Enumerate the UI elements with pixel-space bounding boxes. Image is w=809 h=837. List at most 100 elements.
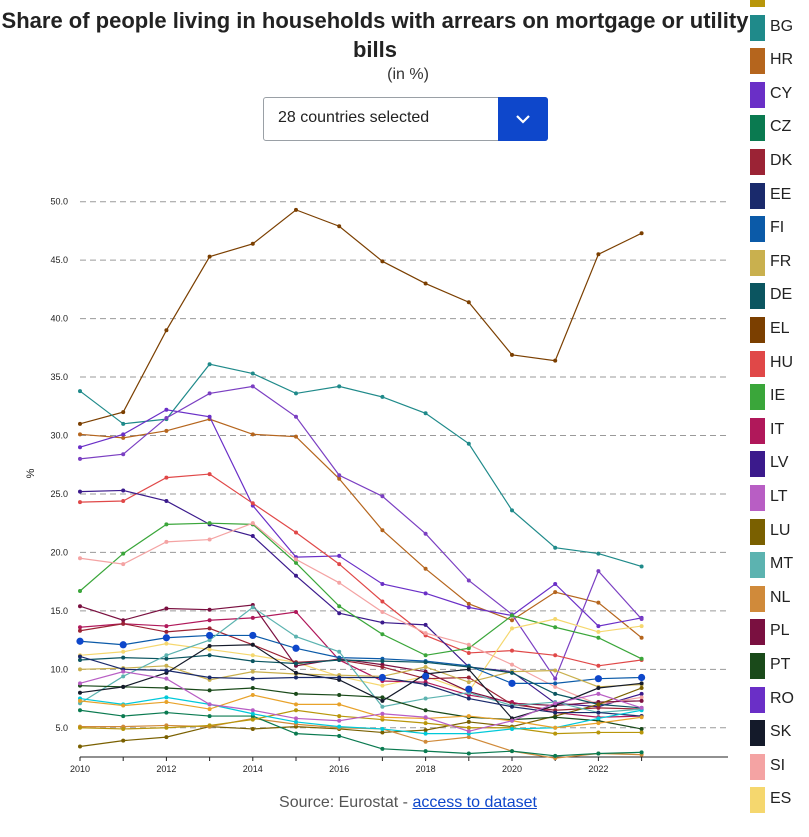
legend-item[interactable] — [748, 0, 809, 7]
legend-item[interactable]: RO — [748, 686, 809, 713]
data-point — [207, 714, 212, 719]
legend-swatch — [750, 653, 765, 679]
data-point — [207, 521, 212, 526]
dataset-link[interactable]: access to dataset — [412, 794, 537, 811]
data-point — [249, 631, 257, 640]
data-point — [380, 711, 385, 716]
legend-label: HR — [770, 51, 794, 69]
data-point — [553, 676, 558, 681]
legend-item[interactable]: ES — [748, 787, 809, 814]
data-point — [423, 739, 428, 744]
legend-swatch — [750, 149, 765, 175]
data-point — [78, 500, 82, 505]
legend-item[interactable]: FI — [748, 216, 809, 243]
legend-item[interactable]: MT — [748, 552, 809, 579]
data-point — [466, 646, 471, 651]
legend-item[interactable]: BG — [748, 14, 809, 41]
data-point — [337, 675, 342, 680]
data-point — [553, 684, 558, 689]
legend-label: PL — [770, 622, 790, 640]
data-point — [466, 650, 471, 655]
legend-item[interactable]: CY — [748, 81, 809, 108]
data-point — [466, 735, 471, 740]
legend-swatch — [750, 317, 765, 343]
data-point — [294, 434, 298, 439]
legend-item[interactable]: PL — [748, 619, 809, 646]
data-point — [380, 259, 385, 264]
data-point — [250, 501, 255, 506]
data-point — [378, 673, 386, 682]
data-point — [596, 624, 601, 629]
data-point — [164, 686, 169, 691]
legend-label: NL — [770, 588, 791, 606]
legend-swatch — [750, 249, 765, 276]
legend-item[interactable]: EE — [748, 182, 809, 209]
data-point — [639, 231, 644, 236]
data-point — [164, 606, 169, 611]
data-point — [207, 638, 212, 643]
data-point — [510, 704, 514, 709]
y-tick-label: 35.0 — [50, 372, 68, 382]
legend-item[interactable]: DE — [748, 283, 809, 310]
legend-item[interactable]: FR — [748, 249, 809, 276]
legend-item[interactable]: IE — [748, 384, 809, 411]
legend-label: RO — [770, 689, 794, 707]
data-point — [164, 428, 169, 433]
y-tick-label: 25.0 — [50, 489, 68, 499]
data-point — [466, 751, 471, 756]
data-point — [250, 521, 255, 526]
data-point — [337, 714, 342, 719]
legend-item[interactable]: DK — [748, 149, 809, 175]
data-point — [294, 719, 298, 724]
legend-item[interactable]: IT — [748, 417, 809, 444]
series-line — [79, 696, 642, 735]
data-point — [639, 635, 644, 640]
data-point — [596, 252, 601, 257]
data-point — [510, 626, 514, 631]
legend-swatch — [750, 720, 765, 747]
legend-item[interactable]: LT — [748, 485, 809, 511]
data-point — [466, 696, 471, 701]
data-point — [380, 695, 385, 700]
data-point — [596, 705, 601, 710]
y-tick-label: 20.0 — [50, 547, 68, 557]
legend-item[interactable]: NL — [748, 585, 809, 612]
x-tick-label: 2014 — [243, 764, 263, 774]
country-selector-toggle[interactable] — [498, 97, 548, 141]
data-point — [553, 715, 558, 720]
data-point — [337, 473, 342, 478]
legend-item[interactable]: SI — [748, 753, 809, 780]
legend-label: DK — [770, 152, 793, 169]
country-selector[interactable]: 28 countries selected — [263, 97, 548, 141]
data-point — [596, 730, 601, 735]
data-point — [596, 702, 601, 707]
legend-swatch — [750, 619, 765, 646]
legend-item[interactable]: EL — [748, 317, 809, 343]
series-line — [79, 671, 642, 732]
legend-item[interactable]: LV — [748, 451, 809, 478]
data-point — [164, 700, 169, 705]
legend-item[interactable]: HU — [748, 350, 809, 377]
y-tick-label: 50.0 — [50, 197, 68, 207]
data-point — [164, 695, 169, 700]
data-point — [380, 659, 385, 664]
data-point — [596, 629, 601, 634]
line-chart: 5.0 10.0 15.0 20.0 25.0 30.0 35.0 40.0 45.0 50.0 2… — [25, 197, 728, 774]
legend-label: FI — [770, 219, 785, 237]
data-point — [121, 621, 126, 626]
data-point — [422, 672, 430, 680]
legend-item[interactable]: LU — [748, 518, 809, 545]
legend-item[interactable]: HR — [748, 48, 809, 75]
data-point — [121, 703, 126, 708]
legend-swatch — [750, 0, 765, 7]
data-point — [207, 537, 212, 542]
series-line — [79, 473, 642, 667]
data-point — [465, 685, 473, 693]
data-point — [164, 710, 169, 715]
legend-item[interactable]: PT — [748, 653, 809, 679]
series-line — [79, 694, 642, 729]
series-line — [79, 409, 642, 627]
legend-item[interactable]: CZ — [748, 115, 809, 142]
data-point — [294, 661, 298, 666]
legend-item[interactable]: SK — [748, 720, 809, 747]
